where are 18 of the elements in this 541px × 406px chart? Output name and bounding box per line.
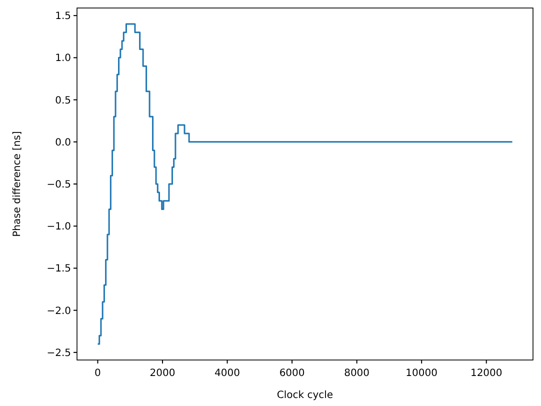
- y-axis-title: Phase difference [ns]: [12, 131, 23, 237]
- y-tick-label: −2.5: [46, 348, 71, 359]
- y-tick-label: 1.0: [55, 53, 71, 64]
- x-axis-title: Clock cycle: [276, 390, 334, 401]
- y-tick-label: 1.5: [55, 11, 71, 22]
- y-tick-label: 0.0: [55, 137, 71, 148]
- x-tick-label: 2000: [150, 368, 176, 379]
- y-tick-label: 0.5: [55, 95, 71, 106]
- x-tick-label: 6000: [279, 368, 305, 379]
- y-tick-label: −0.5: [46, 180, 71, 190]
- x-tick-label: 10000: [406, 368, 438, 379]
- x-tick-label: 4000: [214, 368, 240, 379]
- y-tick-label: −1.5: [46, 264, 71, 275]
- y-tick-label: −1.0: [46, 222, 71, 233]
- y-tick-label: −2.0: [46, 306, 71, 317]
- x-tick-label: 12000: [470, 368, 502, 379]
- x-tick-label: 8000: [344, 368, 370, 379]
- x-tick-label: 0: [94, 368, 101, 379]
